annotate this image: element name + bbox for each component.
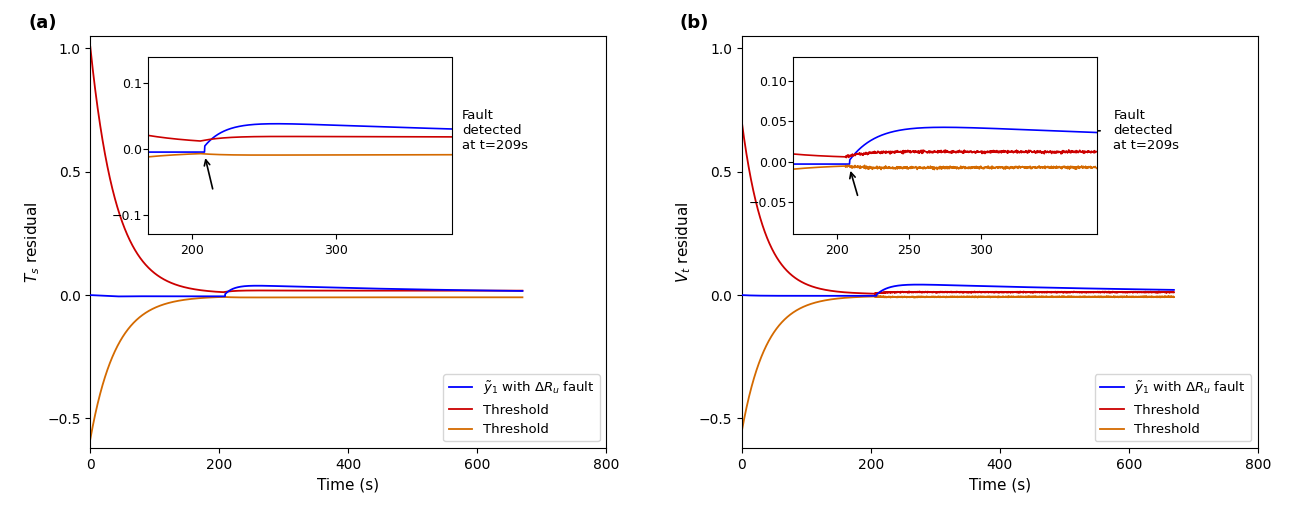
Text: (a): (a) <box>28 14 57 32</box>
Legend: $\tilde{y}_1$ with $\Delta R_u$ fault, Threshold, Threshold: $\tilde{y}_1$ with $\Delta R_u$ fault, T… <box>1095 374 1251 441</box>
Y-axis label: $T_s$ residual: $T_s$ residual <box>23 201 41 283</box>
Text: Fault
detected
at t=209s: Fault detected at t=209s <box>1113 109 1179 152</box>
Text: (b): (b) <box>680 14 710 32</box>
X-axis label: Time (s): Time (s) <box>969 477 1031 492</box>
Y-axis label: $V_t$ residual: $V_t$ residual <box>675 201 693 283</box>
Text: Fault
detected
at t=209s: Fault detected at t=209s <box>462 109 528 152</box>
Legend: $\tilde{y}_1$ with $\Delta R_u$ fault, Threshold, Threshold: $\tilde{y}_1$ with $\Delta R_u$ fault, T… <box>444 374 600 441</box>
X-axis label: Time (s): Time (s) <box>317 477 379 492</box>
